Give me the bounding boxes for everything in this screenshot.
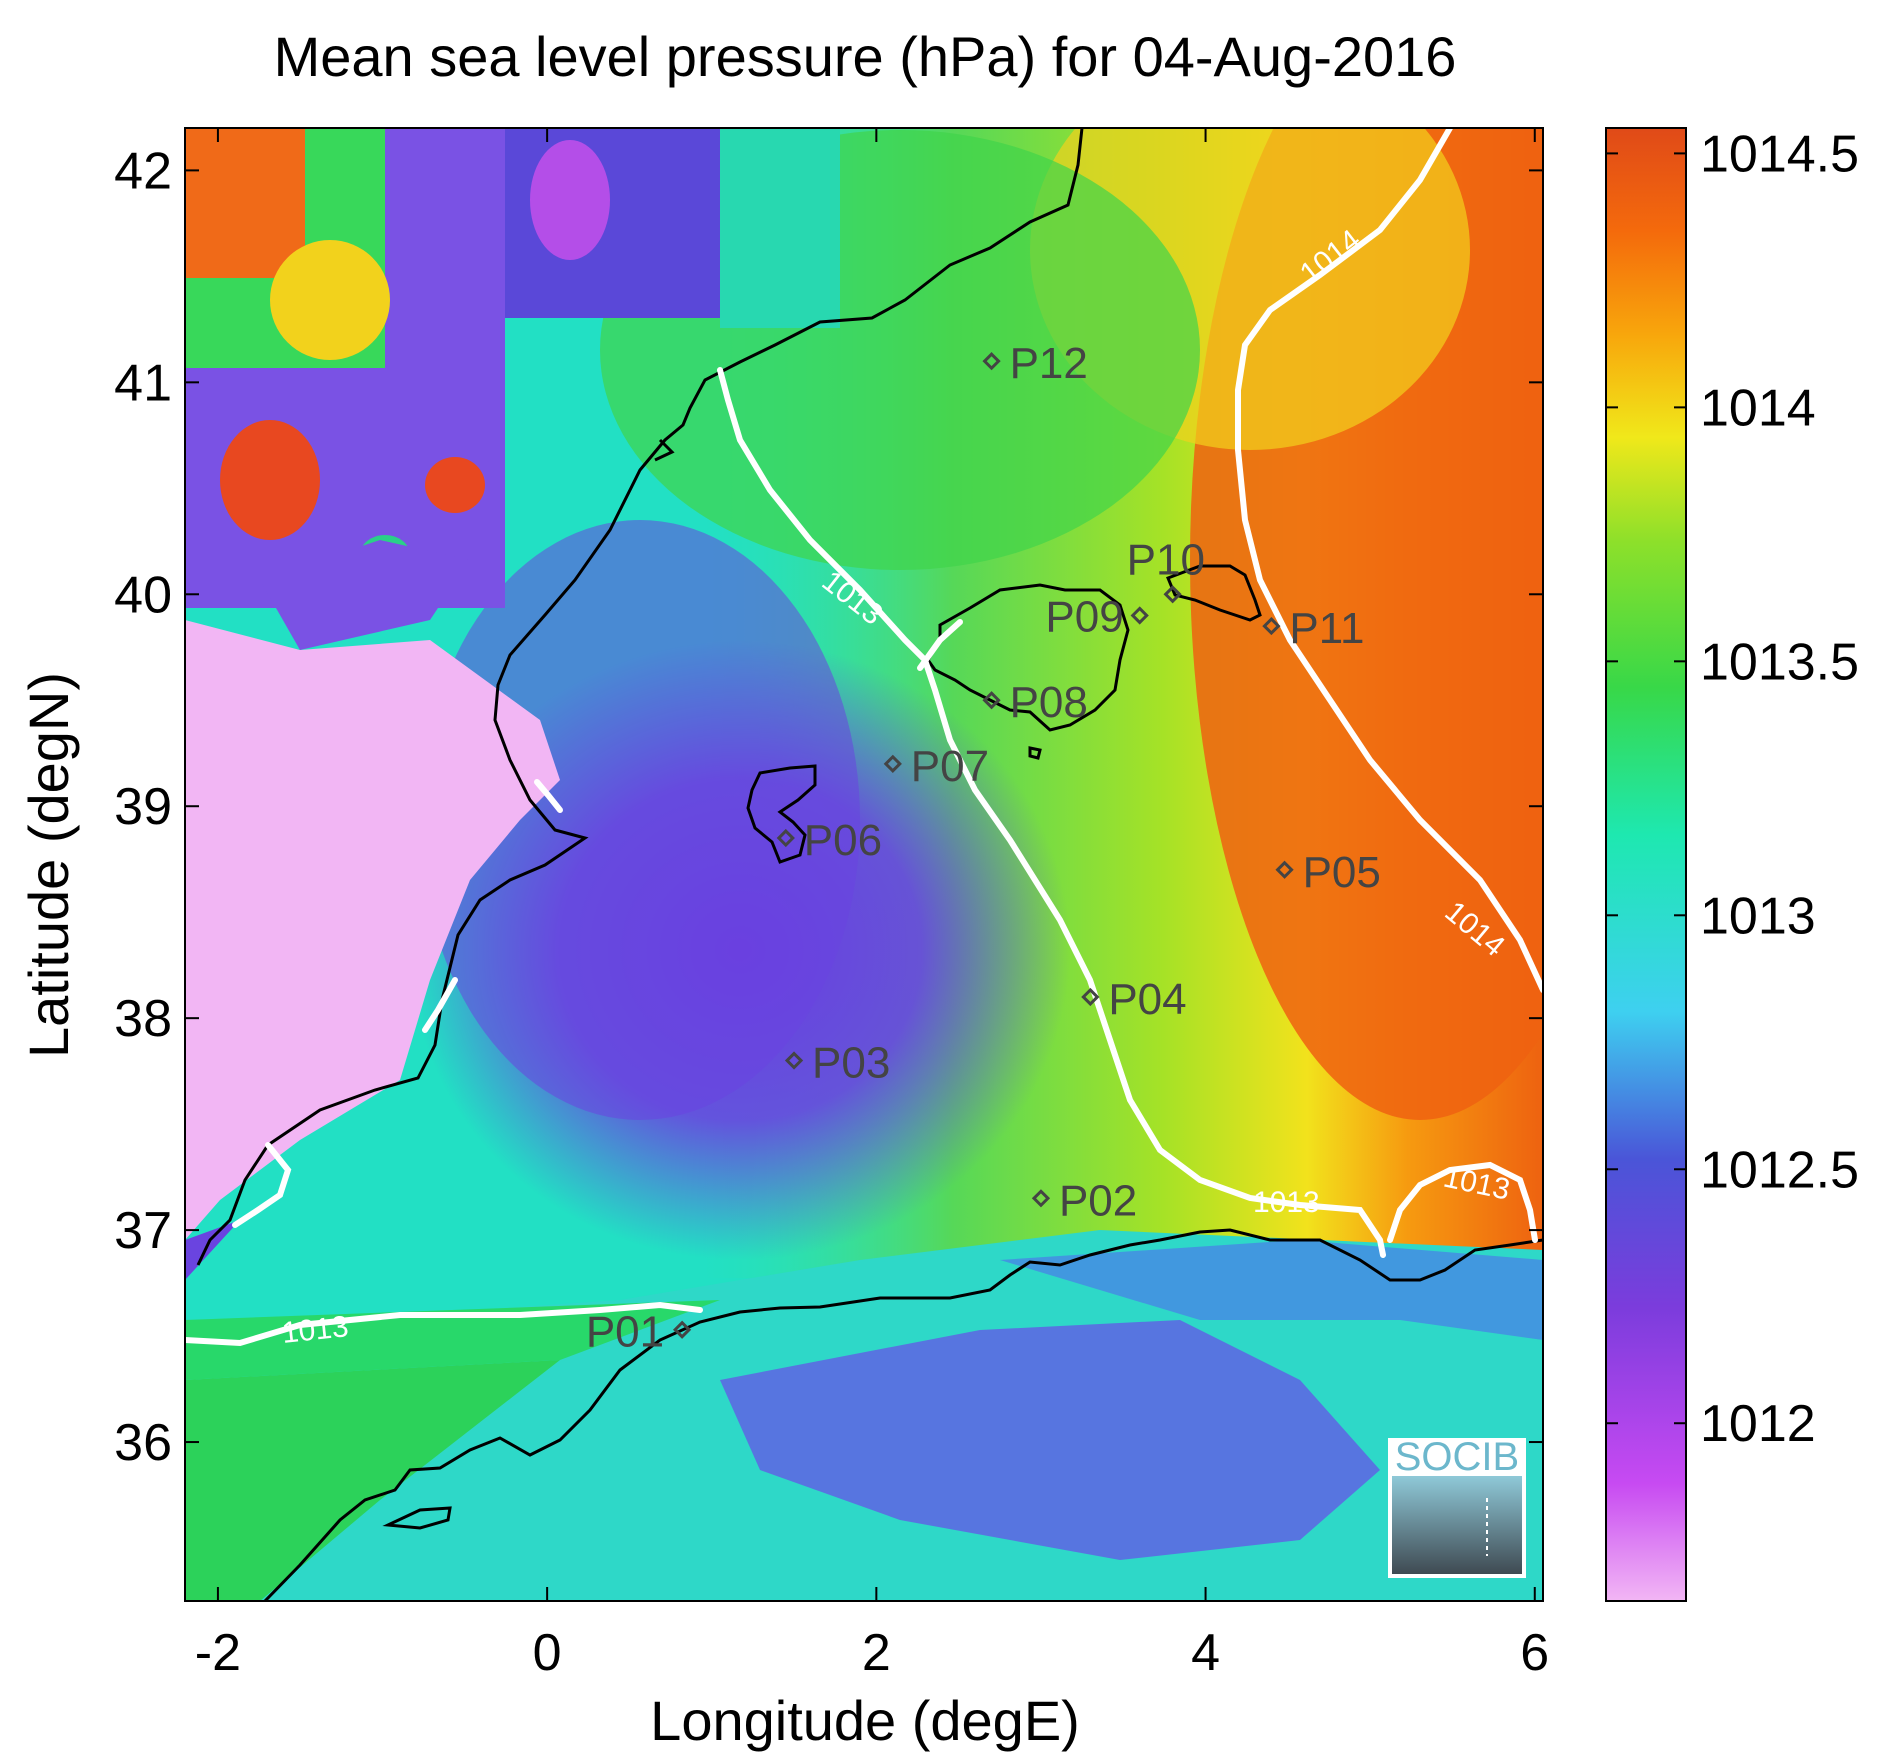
mallorca-coastline <box>926 583 1130 732</box>
colorbar-tick-label: 1013 <box>1700 887 1816 945</box>
colorbar-tick-label: 1012 <box>1700 1395 1816 1453</box>
station-label: P01 <box>586 1308 664 1357</box>
station-marker <box>784 1051 804 1070</box>
station-p11: P11 <box>1262 604 1364 653</box>
socib-logo: SOCIB <box>1388 1435 1526 1578</box>
station-p06: P06 <box>776 816 882 865</box>
y-axis: 36 37 38 39 40 41 42 <box>114 142 1543 1472</box>
station-p02: P02 <box>1031 1176 1137 1225</box>
station-label: P05 <box>1303 848 1381 897</box>
x-axis: -2 0 2 4 6 <box>195 128 1549 1682</box>
y-tick-label: 41 <box>114 354 172 412</box>
y-tick-label: 37 <box>114 1202 172 1260</box>
contour-label: 1013 <box>280 1310 350 1350</box>
isobar-1013-main <box>717 367 1386 1258</box>
station-label: P04 <box>1108 975 1186 1024</box>
contour-label: 1013 <box>1253 1186 1320 1219</box>
colorbar <box>1605 127 1687 1602</box>
isobar-1014 <box>1235 128 1543 993</box>
alboran-island-coastline <box>382 1506 452 1530</box>
station-p03: P03 <box>784 1039 890 1088</box>
x-tick-label: 6 <box>1520 1624 1549 1682</box>
colorbar-tick-label: 1012.5 <box>1700 1141 1859 1199</box>
x-tick-label: 2 <box>862 1624 891 1682</box>
y-tick-label: 36 <box>114 1414 172 1472</box>
station-marker <box>776 828 795 848</box>
station-marker <box>1262 616 1281 636</box>
station-marker <box>982 352 1001 371</box>
colorbar-tick-label: 1013.5 <box>1700 633 1859 691</box>
iberia-coastline <box>196 128 1084 1266</box>
menorca-coastline <box>1166 564 1262 622</box>
y-tick-label: 39 <box>114 778 172 836</box>
isobar-1013-south <box>185 1301 703 1347</box>
y-tick-label: 40 <box>114 566 172 624</box>
station-label: P12 <box>1010 339 1088 388</box>
isobar-contours <box>185 128 1543 1347</box>
x-tick-label: 0 <box>533 1624 562 1682</box>
isobar-1013-mallorca-bay <box>917 619 963 671</box>
station-p09: P09 <box>1045 592 1149 641</box>
station-p07: P07 <box>883 742 989 791</box>
ibiza-coastline <box>746 764 817 864</box>
station-p05: P05 <box>1275 848 1381 897</box>
station-label: P02 <box>1059 1176 1137 1225</box>
colorbar-tick-label: 1014 <box>1700 379 1816 437</box>
station-p08: P08 <box>982 678 1088 727</box>
station-marker <box>1130 606 1149 625</box>
contour-labels: 1013 1013 1013 1013 1014 1014 <box>280 223 1512 1350</box>
station-label: P10 <box>1127 535 1205 584</box>
station-p04: P04 <box>1081 975 1187 1024</box>
station-label: P07 <box>911 742 989 791</box>
station-label: P09 <box>1045 592 1123 641</box>
pressure-field <box>185 128 1543 1601</box>
station-label: P11 <box>1289 604 1364 653</box>
colorbar-ticks: 1012 1012.5 1013 1013.5 1014 1014.5 <box>1606 125 1859 1453</box>
station-marker <box>1275 860 1294 879</box>
x-tick-label: -2 <box>195 1624 241 1682</box>
logo-text: SOCIB <box>1395 1435 1519 1479</box>
station-label: P06 <box>804 816 882 865</box>
x-axis-label: Longitude (degE) <box>650 1689 1080 1752</box>
station-label: P08 <box>1010 678 1088 727</box>
station-p01: P01 <box>586 1308 692 1357</box>
y-axis-label: Latitude (degN) <box>17 672 80 1058</box>
x-tick-label: 4 <box>1191 1624 1220 1682</box>
colorbar-tick-label: 1014.5 <box>1700 125 1859 183</box>
station-p10: P10 <box>1127 535 1205 604</box>
station-marker <box>1031 1189 1051 1208</box>
station-marker <box>1163 585 1182 604</box>
chart-title: Mean sea level pressure (hPa) for 04-Aug… <box>274 25 1457 88</box>
y-tick-label: 42 <box>114 142 172 200</box>
station-p12: P12 <box>982 339 1088 388</box>
africa-coastline <box>263 1228 1543 1601</box>
station-marker <box>982 691 1001 710</box>
y-tick-label: 38 <box>114 990 172 1048</box>
plot-frame <box>184 127 1544 1602</box>
station-marker <box>672 1320 692 1339</box>
isobar-1013-east <box>1387 1161 1538 1243</box>
station-marker <box>1081 987 1100 1007</box>
station-label: P03 <box>812 1039 890 1088</box>
coastlines <box>196 128 1543 1601</box>
station-marker <box>883 754 902 773</box>
